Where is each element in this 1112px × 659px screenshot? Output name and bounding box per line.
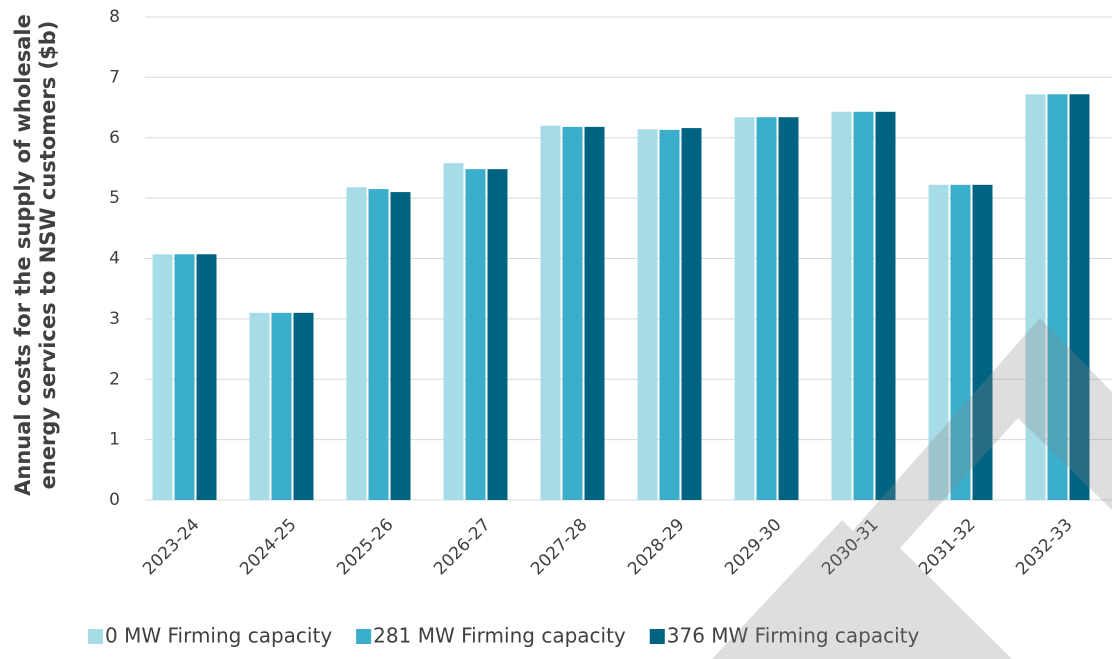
x-tick-label: 2031-32 <box>915 515 979 579</box>
bar <box>584 126 605 500</box>
x-tick-label: 2028-29 <box>624 515 688 579</box>
x-tick-label: 2032-33 <box>1012 515 1076 579</box>
legend-label: 0 MW Firming capacity <box>105 624 332 648</box>
bar <box>249 312 270 500</box>
y-tick-label: 2 <box>109 369 120 389</box>
bar <box>152 254 173 500</box>
watermark <box>712 318 1112 659</box>
bar <box>1025 94 1046 500</box>
bar <box>972 184 993 500</box>
y-tick-label: 7 <box>109 67 120 87</box>
bar <box>1047 94 1068 500</box>
x-tick-label: 2025-26 <box>333 515 397 579</box>
bar <box>271 312 292 500</box>
bar <box>853 111 874 500</box>
y-axis-label-line: energy services to NSW customers ($b) <box>36 21 60 490</box>
bar <box>487 169 508 500</box>
x-tick-label: 2026-27 <box>430 515 494 579</box>
bar <box>778 117 799 500</box>
y-tick-label: 4 <box>109 249 120 269</box>
bar <box>390 192 411 500</box>
legend-swatch <box>649 629 665 644</box>
y-axis-label: Annual costs for the supply of wholesale… <box>11 14 60 496</box>
y-tick-label: 1 <box>109 430 120 450</box>
bar <box>831 111 852 500</box>
legend-label: 376 MW Firming capacity <box>667 624 920 648</box>
bar <box>1069 94 1090 500</box>
bar <box>465 169 486 500</box>
bar <box>659 129 680 500</box>
legend-label: 281 MW Firming capacity <box>373 624 626 648</box>
y-tick-label: 8 <box>109 7 120 27</box>
bar <box>637 129 658 501</box>
bar <box>540 125 561 501</box>
legend-swatch <box>88 629 103 644</box>
y-tick-label: 3 <box>109 309 120 329</box>
bar <box>562 126 583 500</box>
bar <box>346 187 367 500</box>
bar <box>293 312 314 500</box>
bar <box>196 254 217 500</box>
bar <box>174 254 195 500</box>
legend-swatch <box>356 629 372 644</box>
y-tick-label: 6 <box>109 128 120 148</box>
y-tick-label: 5 <box>109 188 120 208</box>
x-tick-label: 2024-25 <box>236 515 300 579</box>
bar <box>681 128 702 500</box>
bar <box>875 111 896 500</box>
y-axis-label-line: Annual costs for the supply of wholesale <box>11 14 35 496</box>
bar <box>368 189 389 500</box>
y-tick-label: 0 <box>109 490 120 510</box>
bar <box>756 117 777 500</box>
bar <box>734 117 755 500</box>
x-tick-label: 2023-24 <box>139 515 203 579</box>
bar <box>928 184 949 500</box>
bar <box>443 163 464 501</box>
x-tick-label: 2029-30 <box>721 515 785 579</box>
x-tick-label: 2027-28 <box>527 515 591 579</box>
bar <box>950 184 971 500</box>
